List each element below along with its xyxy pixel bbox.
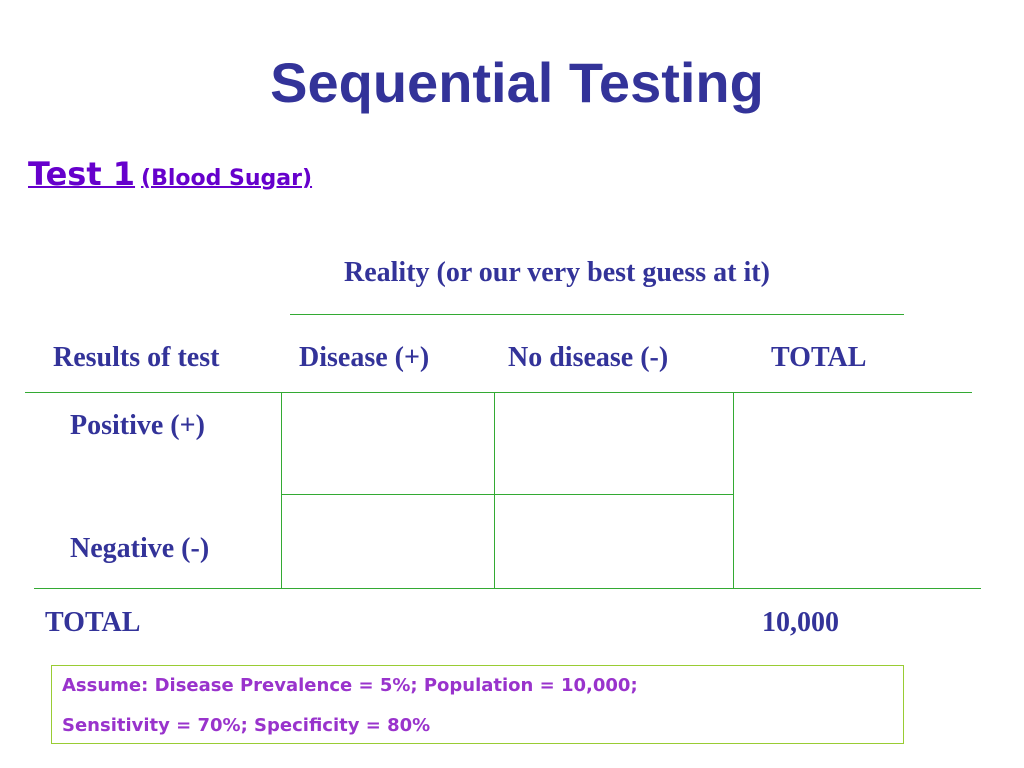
assumptions-line-2: Sensitivity = 70%; Specificity = 80%: [62, 715, 431, 736]
test-subtitle: Test 1 (Blood Sugar): [28, 155, 312, 193]
cell-negative-no-disease: [495, 495, 733, 588]
total-row-label: TOTAL: [45, 607, 141, 638]
column-header-disease: Disease (+): [299, 342, 430, 373]
reality-header: Reality (or our very best guess at it): [344, 257, 770, 288]
grid-vline-1: [281, 392, 282, 588]
cell-total-column: [734, 393, 972, 588]
total-value: 10,000: [762, 607, 839, 638]
row-header-label: Results of test: [53, 342, 220, 373]
reality-underline: [290, 314, 904, 315]
column-header-total: TOTAL: [771, 342, 867, 373]
grid-vline-2: [494, 392, 495, 588]
row-label-negative: Negative (-): [70, 533, 210, 564]
cell-positive-no-disease: [495, 393, 733, 494]
header-rule: [25, 392, 972, 393]
subtitle-test-name: (Blood Sugar): [141, 166, 313, 191]
assumptions-box: Assume: Disease Prevalence = 5%; Populat…: [51, 665, 904, 744]
cell-positive-disease: [282, 393, 494, 494]
assumptions-line-1: Assume: Disease Prevalence = 5%; Populat…: [62, 675, 638, 696]
slide-title: Sequential Testing: [270, 51, 764, 114]
column-header-no-disease: No disease (-): [508, 342, 669, 373]
subtitle-test-label: Test 1: [28, 155, 136, 193]
cell-negative-disease: [282, 495, 494, 588]
grid-row-divider: [281, 494, 734, 495]
table-bottom-rule: [34, 588, 981, 589]
grid-vline-3: [733, 392, 734, 588]
row-label-positive: Positive (+): [70, 410, 205, 441]
